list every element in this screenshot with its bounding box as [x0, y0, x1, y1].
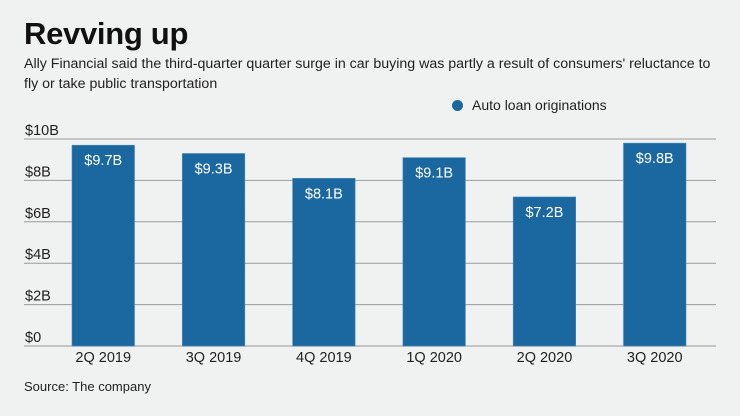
y-tick-label: $6B	[25, 206, 51, 222]
data-label: $7.2B	[525, 205, 563, 221]
chart-subtitle: Ally Financial said the third-quarter qu…	[24, 56, 711, 92]
bar	[402, 157, 466, 347]
legend-label: Auto loan originations	[472, 97, 607, 113]
x-tick-label: 4Q 2019	[296, 350, 352, 366]
x-axis-ticks: 2Q 2019 3Q 2019 4Q 2019 1Q 2020 2Q 2020 3Q 20…	[75, 350, 682, 366]
bars	[71, 142, 687, 347]
data-label: $8.1B	[305, 186, 343, 202]
y-tick-label: $2B	[25, 289, 51, 305]
y-tick-label: $0	[25, 330, 41, 346]
data-labels: $9.7B $9.3B $8.1B $9.1B $7.2B $9.8B	[84, 151, 673, 221]
y-tick-label: $10B	[25, 123, 59, 139]
data-label: $9.3B	[195, 161, 233, 177]
bar	[623, 142, 687, 347]
x-tick-label: 1Q 2020	[406, 350, 462, 366]
bar	[292, 178, 356, 347]
y-tick-label: $4B	[25, 247, 51, 263]
legend: Auto loan originations	[452, 97, 607, 113]
legend-marker-icon	[452, 99, 463, 111]
bar	[182, 153, 246, 347]
data-label: $9.8B	[636, 151, 674, 167]
gridlines	[24, 138, 716, 347]
y-tick-label: $8B	[25, 164, 51, 180]
data-label: $9.1B	[415, 166, 453, 182]
x-tick-label: 2Q 2019	[75, 350, 131, 366]
y-axis-ticks: $0 $2B $4B $6B $8B $10B	[25, 123, 59, 346]
data-label: $9.7B	[84, 153, 122, 169]
bar	[71, 144, 135, 347]
bar	[512, 196, 577, 347]
x-tick-label: 2Q 2020	[517, 350, 573, 366]
source-note: Source: The company	[24, 379, 151, 394]
x-tick-label: 3Q 2019	[186, 350, 242, 366]
x-tick-label: 3Q 2020	[627, 350, 683, 366]
chart-title: Revving up	[24, 16, 189, 51]
